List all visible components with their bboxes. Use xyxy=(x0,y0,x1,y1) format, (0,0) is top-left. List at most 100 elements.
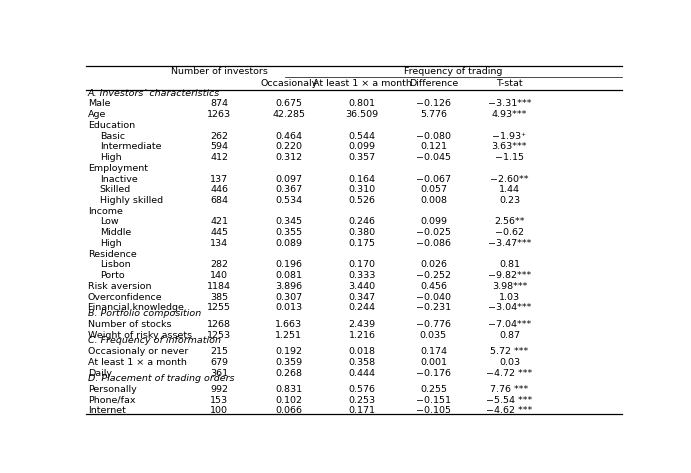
Text: 0.268: 0.268 xyxy=(275,368,302,377)
Text: 0.018: 0.018 xyxy=(349,347,376,356)
Text: Risk aversion: Risk aversion xyxy=(88,282,151,291)
Text: 0.444: 0.444 xyxy=(349,368,376,377)
Text: −0.126: −0.126 xyxy=(416,99,451,108)
Text: 0.008: 0.008 xyxy=(420,196,447,205)
Text: Male: Male xyxy=(88,99,111,108)
Text: 2.439: 2.439 xyxy=(348,320,376,329)
Text: 0.310: 0.310 xyxy=(348,185,376,194)
Text: 262: 262 xyxy=(210,131,228,140)
Text: 1.663: 1.663 xyxy=(275,320,303,329)
Text: Intermediate: Intermediate xyxy=(100,142,161,151)
Text: At least 1 × a month: At least 1 × a month xyxy=(88,358,187,367)
Text: −0.080: −0.080 xyxy=(416,131,451,140)
Text: 0.171: 0.171 xyxy=(349,406,376,415)
Text: Overconfidence: Overconfidence xyxy=(88,293,162,302)
Text: −1.93⁺: −1.93⁺ xyxy=(493,131,527,140)
Text: B. Portfolio composition: B. Portfolio composition xyxy=(88,309,201,318)
Text: 100: 100 xyxy=(210,406,228,415)
Text: −7.04***: −7.04*** xyxy=(488,320,531,329)
Text: 3.98***: 3.98*** xyxy=(492,282,527,291)
Text: −2.60**: −2.60** xyxy=(490,175,529,184)
Text: 1184: 1184 xyxy=(207,282,231,291)
Text: D. Placement of trading orders: D. Placement of trading orders xyxy=(88,374,234,383)
Text: 0.066: 0.066 xyxy=(275,406,302,415)
Text: 5.72 ***: 5.72 *** xyxy=(491,347,529,356)
Text: 0.576: 0.576 xyxy=(349,385,376,394)
Text: 874: 874 xyxy=(210,99,228,108)
Text: 0.347: 0.347 xyxy=(348,293,376,302)
Text: −4.62 ***: −4.62 *** xyxy=(486,406,533,415)
Text: 0.81: 0.81 xyxy=(499,261,520,270)
Text: 1268: 1268 xyxy=(207,320,231,329)
Text: 134: 134 xyxy=(210,239,228,248)
Text: −5.54 ***: −5.54 *** xyxy=(486,396,533,405)
Text: Financial knowledge: Financial knowledge xyxy=(88,304,184,313)
Text: 0.675: 0.675 xyxy=(275,99,302,108)
Text: −0.045: −0.045 xyxy=(416,153,451,162)
Text: 0.359: 0.359 xyxy=(275,358,303,367)
Text: Porto: Porto xyxy=(100,271,124,280)
Text: 0.456: 0.456 xyxy=(420,282,447,291)
Text: Difference: Difference xyxy=(409,79,458,88)
Text: −0.151: −0.151 xyxy=(416,396,451,405)
Text: Basic: Basic xyxy=(100,131,125,140)
Text: 0.174: 0.174 xyxy=(420,347,447,356)
Text: 1.03: 1.03 xyxy=(499,293,520,302)
Text: 0.380: 0.380 xyxy=(348,228,376,237)
Text: Employment: Employment xyxy=(88,164,148,173)
Text: 137: 137 xyxy=(210,175,228,184)
Text: 0.099: 0.099 xyxy=(420,218,447,227)
Text: 0.358: 0.358 xyxy=(348,358,376,367)
Text: 412: 412 xyxy=(210,153,228,162)
Text: 153: 153 xyxy=(210,396,228,405)
Text: Inactive: Inactive xyxy=(100,175,138,184)
Text: 0.23: 0.23 xyxy=(499,196,520,205)
Text: 0.464: 0.464 xyxy=(275,131,302,140)
Text: −3.04***: −3.04*** xyxy=(488,304,531,313)
Text: 1263: 1263 xyxy=(207,110,231,119)
Text: −0.025: −0.025 xyxy=(416,228,451,237)
Text: 5.776: 5.776 xyxy=(420,110,447,119)
Text: Number of stocks: Number of stocks xyxy=(88,320,171,329)
Text: 0.526: 0.526 xyxy=(349,196,376,205)
Text: Highly skilled: Highly skilled xyxy=(100,196,163,205)
Text: 0.035: 0.035 xyxy=(420,331,447,340)
Text: 992: 992 xyxy=(210,385,228,394)
Text: −0.252: −0.252 xyxy=(416,271,451,280)
Text: 7.76 ***: 7.76 *** xyxy=(491,385,529,394)
Text: 0.544: 0.544 xyxy=(349,131,376,140)
Text: Occasionaly or never: Occasionaly or never xyxy=(88,347,189,356)
Text: 361: 361 xyxy=(210,368,228,377)
Text: 0.345: 0.345 xyxy=(275,218,303,227)
Text: 282: 282 xyxy=(210,261,228,270)
Text: T-stat: T-stat xyxy=(496,79,523,88)
Text: 0.312: 0.312 xyxy=(275,153,303,162)
Text: 0.102: 0.102 xyxy=(275,396,302,405)
Text: 0.03: 0.03 xyxy=(499,358,520,367)
Text: 0.307: 0.307 xyxy=(275,293,303,302)
Text: 0.255: 0.255 xyxy=(420,385,447,394)
Text: Low: Low xyxy=(100,218,118,227)
Text: −3.31***: −3.31*** xyxy=(488,99,531,108)
Text: 0.801: 0.801 xyxy=(349,99,376,108)
Text: 0.534: 0.534 xyxy=(275,196,303,205)
Text: Middle: Middle xyxy=(100,228,131,237)
Text: 0.333: 0.333 xyxy=(348,271,376,280)
Text: Phone/fax: Phone/fax xyxy=(88,396,135,405)
Text: −9.82***: −9.82*** xyxy=(488,271,531,280)
Text: 0.196: 0.196 xyxy=(275,261,302,270)
Text: 1255: 1255 xyxy=(207,304,231,313)
Text: 0.099: 0.099 xyxy=(349,142,376,151)
Text: 0.057: 0.057 xyxy=(420,185,447,194)
Text: 0.013: 0.013 xyxy=(275,304,303,313)
Text: −1.15: −1.15 xyxy=(495,153,524,162)
Text: 446: 446 xyxy=(210,185,228,194)
Text: 2.56**: 2.56** xyxy=(494,218,524,227)
Text: 36.509: 36.509 xyxy=(346,110,379,119)
Text: Number of investors: Number of investors xyxy=(171,67,267,76)
Text: 684: 684 xyxy=(210,196,228,205)
Text: 0.175: 0.175 xyxy=(349,239,376,248)
Text: 0.001: 0.001 xyxy=(420,358,447,367)
Text: A. Investors’ characteristics: A. Investors’ characteristics xyxy=(88,88,220,97)
Text: Occasionaly: Occasionaly xyxy=(261,79,317,88)
